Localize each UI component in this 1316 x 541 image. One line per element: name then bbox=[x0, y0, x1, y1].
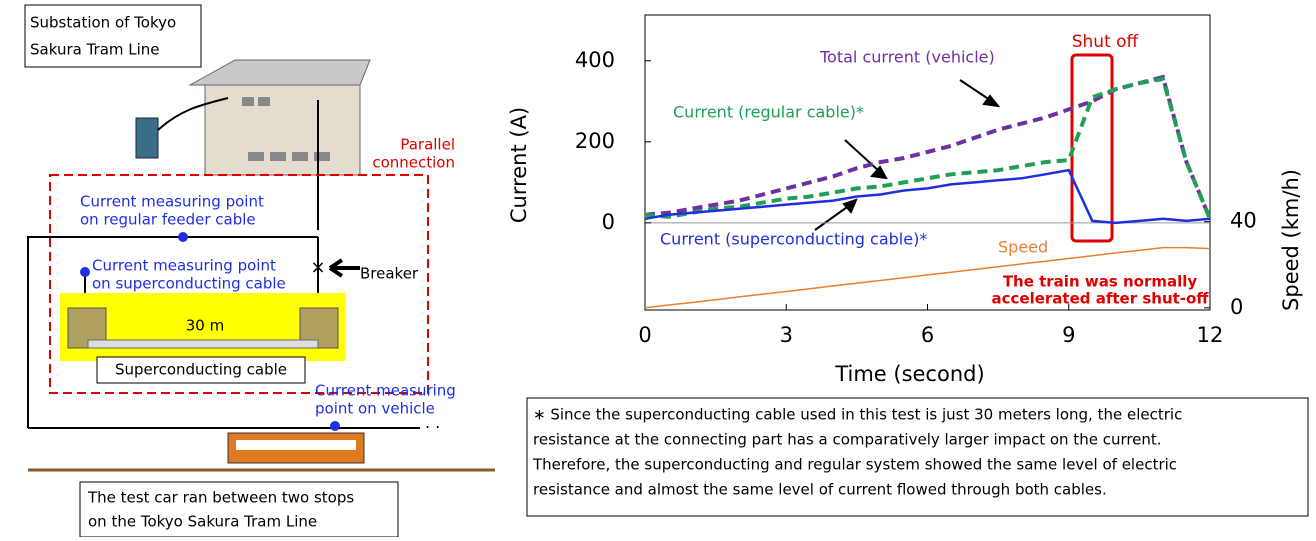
series-label: Speed bbox=[998, 238, 1048, 257]
roof bbox=[190, 60, 370, 85]
measure-point bbox=[80, 267, 90, 277]
cable-label: Superconducting cable bbox=[115, 361, 287, 379]
length-label: 30 m bbox=[186, 317, 224, 335]
y-axis-label: Current (A) bbox=[507, 107, 531, 223]
y2-axis-label: Speed (km/h) bbox=[1279, 169, 1303, 311]
chart: Time (second) Current (A) Speed (km/h) S… bbox=[507, 15, 1308, 516]
x-tick-label: 9 bbox=[1062, 323, 1075, 347]
annotation: Shut off bbox=[1072, 32, 1140, 52]
series-label: Current (superconducting cable)* bbox=[660, 230, 927, 249]
substation-label: Substation of Tokyo bbox=[30, 14, 176, 32]
breaker-arrow bbox=[330, 260, 360, 276]
y-tick-label: 0 bbox=[602, 210, 615, 234]
x-axis-label: Time (second) bbox=[834, 362, 984, 386]
footnote-line: resistance at the connecting part has a … bbox=[533, 431, 1162, 449]
y-tick-label: 200 bbox=[575, 129, 615, 153]
feeder-point-label: Current measuring point bbox=[80, 193, 264, 211]
footnote-line: ∗ Since the superconducting cable used i… bbox=[533, 406, 1182, 424]
figure: Substation of Tokyo Sakura Tram Line Par… bbox=[0, 0, 1316, 537]
diagram: Substation of Tokyo Sakura Tram Line Par… bbox=[25, 5, 495, 537]
shutoff-box bbox=[1072, 55, 1112, 241]
feeder-point-label: on regular feeder cable bbox=[80, 211, 256, 229]
test-car-label: on the Tokyo Sakura Tram Line bbox=[88, 513, 317, 531]
x-tick-label: 3 bbox=[780, 323, 793, 347]
transformer bbox=[136, 118, 158, 158]
sc-cable bbox=[88, 340, 318, 348]
y2-tick-label: 0 bbox=[1230, 295, 1243, 319]
vehicle-point-label: Current measuring bbox=[315, 382, 456, 400]
dots: · · bbox=[425, 418, 440, 437]
tram-window bbox=[236, 440, 356, 450]
breaker-mark: × bbox=[310, 257, 325, 278]
measure-point bbox=[178, 232, 188, 242]
parallel-label: Parallel bbox=[400, 136, 455, 154]
x-tick-label: 0 bbox=[638, 323, 651, 347]
series-line bbox=[645, 77, 1210, 219]
x-tick-label: 12 bbox=[1197, 323, 1224, 347]
series-label: Current (regular cable)* bbox=[673, 103, 864, 122]
annotation: The train was normally bbox=[1003, 273, 1198, 291]
annotation: accelerated after shut-off bbox=[992, 290, 1210, 308]
footnote-line: resistance and almost the same level of … bbox=[533, 481, 1107, 499]
series-line bbox=[645, 79, 1210, 219]
y2-tick-label: 40 bbox=[1230, 209, 1257, 233]
sc-point-label: Current measuring point bbox=[92, 257, 276, 275]
x-tick-label: 6 bbox=[921, 323, 934, 347]
series-line bbox=[645, 170, 1210, 223]
substation-label: Sakura Tram Line bbox=[30, 41, 160, 59]
building bbox=[205, 85, 360, 175]
vehicle-point-label: point on vehicle bbox=[315, 400, 435, 418]
footnote-line: Therefore, the superconducting and regul… bbox=[532, 456, 1177, 474]
series-label: Total current (vehicle) bbox=[819, 48, 995, 67]
parallel-label: connection bbox=[372, 154, 455, 172]
y-tick-label: 400 bbox=[575, 48, 615, 72]
measure-point bbox=[330, 421, 340, 431]
test-car-label: The test car ran between two stops bbox=[87, 489, 354, 507]
sc-point-label: on superconducting cable bbox=[92, 275, 286, 293]
breaker-label: Breaker bbox=[360, 265, 419, 283]
